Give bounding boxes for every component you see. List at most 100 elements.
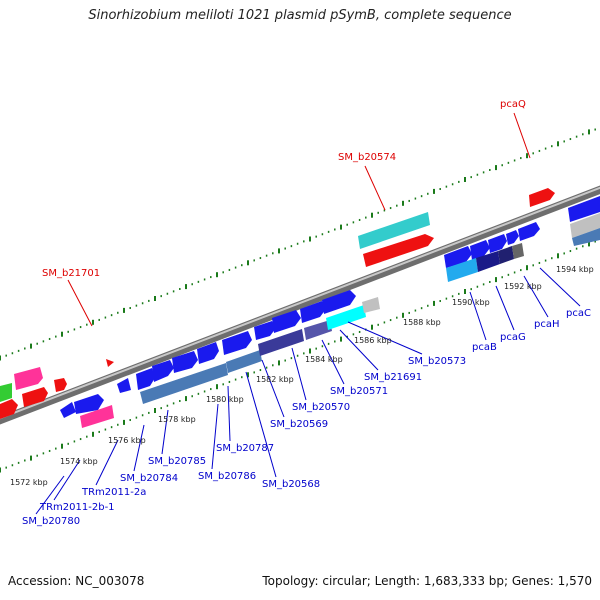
- outer-tick-row: [0, 128, 596, 361]
- gene-arrow[interactable]: [362, 297, 380, 313]
- gene-arrow[interactable]: [570, 213, 600, 238]
- leader-line: [53, 459, 81, 501]
- leader-line: [291, 347, 307, 401]
- gene-label[interactable]: SM_b21701: [42, 268, 100, 279]
- gene-arrow[interactable]: [326, 305, 366, 330]
- gene-arrow[interactable]: [226, 350, 262, 373]
- blue-label-leaders: [35, 267, 581, 515]
- backbone: [0, 185, 600, 425]
- scale-label: 1588 kbp: [403, 318, 441, 327]
- leader-line: [227, 385, 231, 442]
- gene-label[interactable]: SM_b20571: [330, 386, 388, 397]
- gene-arrow[interactable]: [272, 310, 301, 333]
- gene-arrow[interactable]: [498, 246, 514, 264]
- gene-label[interactable]: SM_b20784: [120, 473, 178, 484]
- gene-arrow[interactable]: [74, 394, 104, 414]
- leader-line: [95, 439, 119, 486]
- scale-label: 1576 kbp: [108, 436, 146, 445]
- gene-arrow[interactable]: [488, 234, 507, 253]
- leader-line: [539, 267, 581, 307]
- red-labels: SM_b21701 SM_b20574 pcaQ: [42, 99, 526, 279]
- gene-arrow[interactable]: [222, 331, 252, 355]
- scale-label: 1586 kbp: [354, 336, 392, 345]
- leader-line: [339, 329, 379, 371]
- gene-label[interactable]: SM_b20787: [216, 443, 274, 454]
- leader-line: [495, 285, 515, 331]
- gene-arrow[interactable]: [300, 301, 326, 323]
- leader-line: [161, 409, 169, 455]
- gene-arrow[interactable]: [80, 405, 114, 428]
- leader-line: [35, 475, 65, 515]
- gene-arrow[interactable]: [14, 367, 43, 390]
- scale-label: 1582 kbp: [256, 375, 294, 384]
- gene-arrow[interactable]: [506, 230, 519, 245]
- gene-arrow[interactable]: [512, 243, 524, 259]
- gene-arrow[interactable]: [172, 351, 198, 373]
- scale-label: 1594 kbp: [556, 265, 594, 274]
- gene-label[interactable]: pcaB: [472, 342, 497, 353]
- gene-label[interactable]: SM_b20786: [198, 471, 256, 482]
- leader-line: [245, 371, 277, 478]
- gene-label[interactable]: SM_b21691: [364, 372, 422, 383]
- gene-label[interactable]: pcaG: [500, 332, 526, 343]
- gene-label[interactable]: pcaC: [566, 308, 591, 319]
- accession-text: Accession: NC_003078: [8, 574, 145, 588]
- gene-label[interactable]: pcaQ: [500, 99, 526, 110]
- gene-arrow[interactable]: [518, 222, 540, 241]
- gene-arrow[interactable]: [60, 402, 76, 418]
- gene-arrow[interactable]: [476, 251, 500, 272]
- gene-arrow[interactable]: [444, 246, 472, 268]
- gene-arrow[interactable]: [529, 188, 555, 207]
- gene-label[interactable]: TRm2011-2a: [81, 487, 146, 498]
- scale-labels: 1572 kbp 1574 kbp 1576 kbp 1578 kbp 1580 kbp…: [10, 265, 594, 487]
- leader-line: [347, 321, 423, 355]
- gene-label[interactable]: SM_b20568: [262, 479, 320, 490]
- blue-labels: SM_b20780 TRm2011-2b-1 TRm2011-2a SM_b20784…: [22, 308, 591, 527]
- gene-arrow[interactable]: [152, 360, 174, 382]
- gene-arrow[interactable]: [54, 378, 67, 392]
- gene-label[interactable]: SM_b20569: [270, 419, 328, 430]
- gene-label[interactable]: SM_b20573: [408, 356, 466, 367]
- gene-arrow[interactable]: [470, 240, 490, 260]
- scale-label: 1574 kbp: [60, 457, 98, 466]
- gene-arrow[interactable]: [197, 342, 219, 364]
- gene-arrow[interactable]: [136, 368, 155, 390]
- scale-label: 1572 kbp: [10, 478, 48, 487]
- gene-label[interactable]: pcaH: [534, 319, 560, 330]
- red-label-leaders: [67, 112, 531, 327]
- gene-label[interactable]: SM_b20780: [22, 516, 80, 527]
- gene-arrow[interactable]: [572, 228, 600, 246]
- gene-arrow[interactable]: [363, 234, 434, 267]
- leader-line: [211, 403, 219, 470]
- gene-arrow[interactable]: [322, 290, 356, 314]
- gene-label[interactable]: SM_b20785: [148, 456, 206, 467]
- scale-label: 1592 kbp: [504, 282, 542, 291]
- gene-label[interactable]: SM_b20574: [338, 152, 396, 163]
- gene-arrow[interactable]: [117, 378, 131, 393]
- gene-arrow[interactable]: [304, 320, 332, 340]
- gene-features-lower[interactable]: [60, 196, 600, 428]
- gene-features-upper[interactable]: [0, 188, 555, 419]
- scale-label: 1590 kbp: [452, 298, 490, 307]
- gene-arrow[interactable]: [22, 387, 48, 407]
- scale-label: 1580 kbp: [206, 395, 244, 404]
- gene-arrow[interactable]: [358, 212, 430, 249]
- leader-line: [133, 424, 145, 472]
- gene-arrow[interactable]: [106, 359, 114, 367]
- gene-arrow[interactable]: [568, 196, 600, 222]
- gene-arrow[interactable]: [446, 258, 478, 282]
- scale-label: 1578 kbp: [158, 415, 196, 424]
- gene-arrow[interactable]: [140, 363, 228, 404]
- gene-arrow[interactable]: [258, 329, 304, 356]
- gene-label[interactable]: TRm2011-2b-1: [39, 502, 115, 513]
- topology-stats-text: Topology: circular; Length: 1,683,333 bp…: [262, 574, 592, 588]
- map-title: Sinorhizobium meliloti 1021 plasmid pSym…: [88, 8, 512, 23]
- gene-label[interactable]: SM_b20570: [292, 402, 350, 413]
- gene-arrow[interactable]: [0, 399, 18, 419]
- gene-arrow[interactable]: [0, 383, 12, 402]
- inner-tick-row: [0, 240, 596, 473]
- scale-label: 1584 kbp: [305, 355, 343, 364]
- gene-arrow[interactable]: [254, 321, 276, 340]
